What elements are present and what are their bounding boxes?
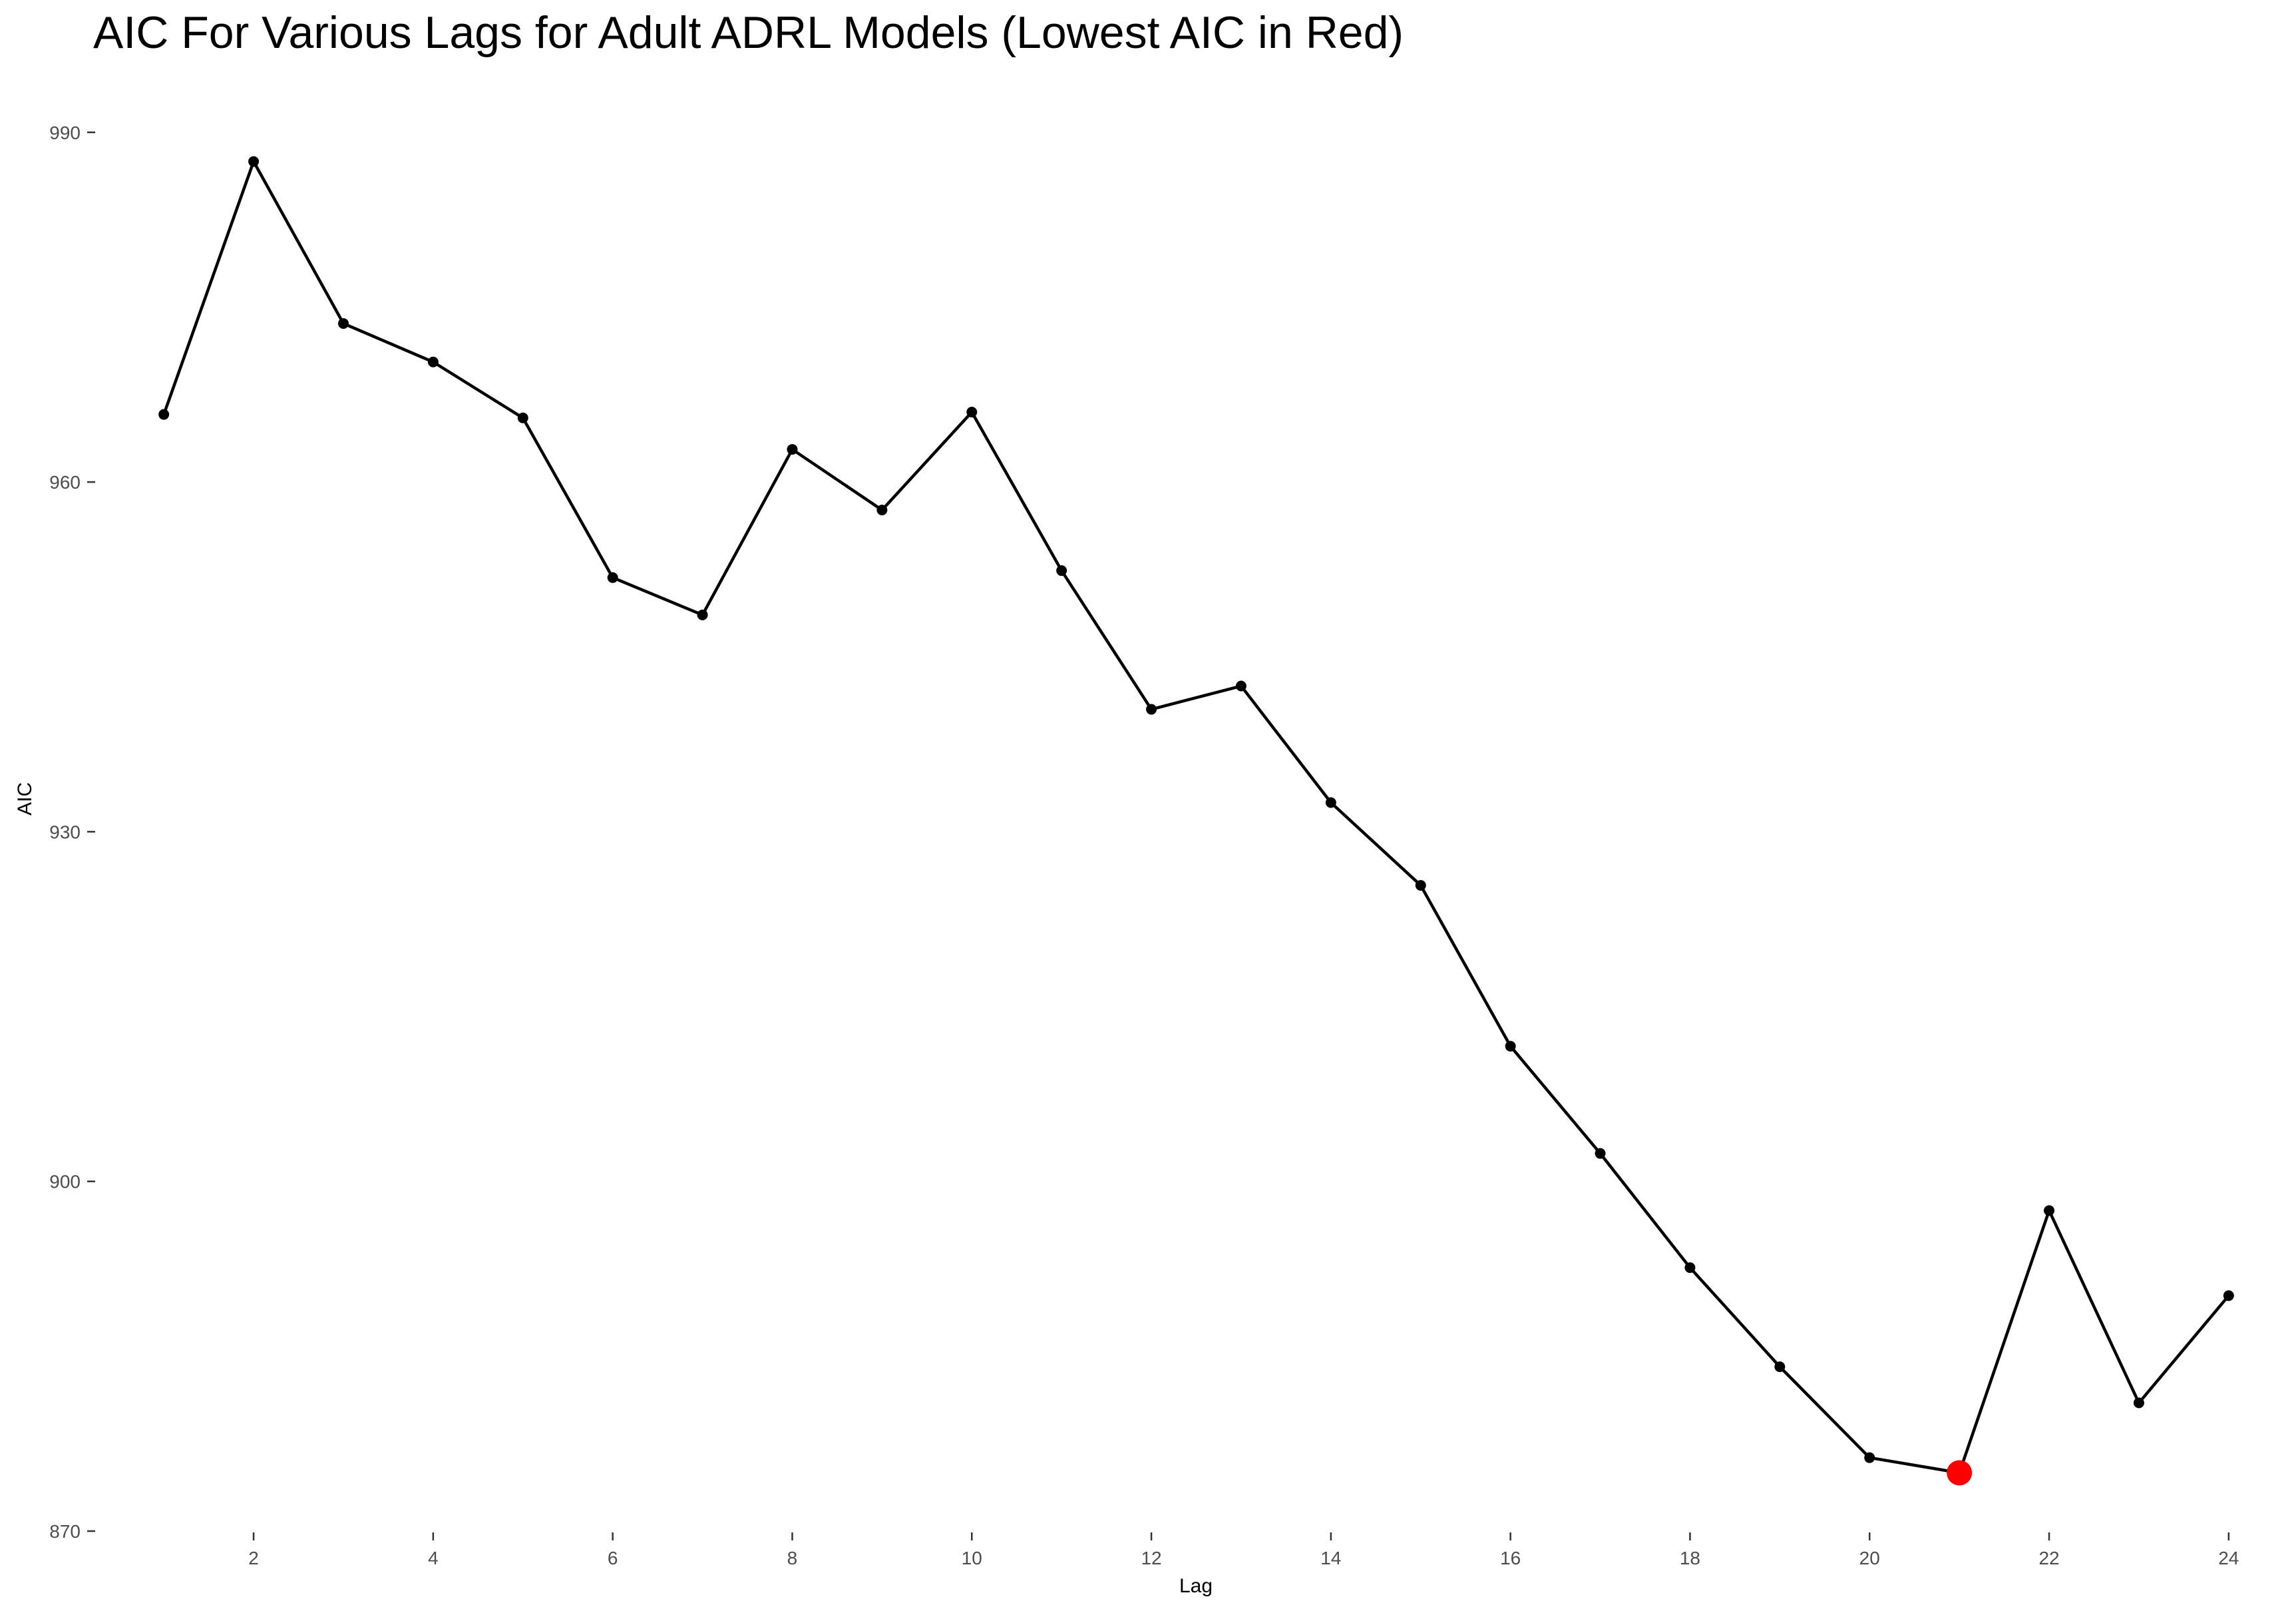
plot-series bbox=[158, 156, 2234, 1486]
data-point bbox=[876, 505, 888, 516]
data-point bbox=[2133, 1397, 2144, 1409]
data-point bbox=[787, 444, 798, 455]
x-tick-label: 10 bbox=[962, 1548, 982, 1568]
data-point bbox=[1864, 1452, 1875, 1463]
x-tick-label: 8 bbox=[787, 1548, 798, 1568]
data-point bbox=[1505, 1040, 1516, 1052]
data-point bbox=[427, 356, 439, 367]
data-point bbox=[2223, 1290, 2234, 1301]
x-axis-title: Lag bbox=[1179, 1575, 1213, 1597]
data-point bbox=[337, 318, 349, 329]
x-tick-label: 18 bbox=[1680, 1548, 1700, 1568]
data-point bbox=[1235, 680, 1246, 692]
data-point bbox=[2044, 1205, 2055, 1216]
x-tick-label: 16 bbox=[1500, 1548, 1521, 1568]
y-axis-title: AIC bbox=[14, 782, 36, 815]
x-axis: 2 4 6 8 10 12 14 16 18 20 22 24 bbox=[248, 1532, 2239, 1568]
x-tick-label: 4 bbox=[428, 1548, 439, 1568]
data-point bbox=[697, 609, 708, 620]
y-tick-label: 960 bbox=[49, 472, 81, 493]
data-point bbox=[1056, 565, 1067, 576]
y-tick-label: 930 bbox=[49, 821, 81, 842]
data-point bbox=[1684, 1262, 1696, 1273]
data-point bbox=[1415, 879, 1426, 891]
data-point bbox=[1146, 704, 1157, 715]
lowest-aic-point bbox=[1947, 1460, 1973, 1486]
y-axis: 870 900 930 960 990 bbox=[49, 122, 95, 1542]
data-point bbox=[1595, 1148, 1606, 1159]
series-line bbox=[162, 160, 2230, 1475]
chart-title: AIC For Various Lags for Adult ADRL Mode… bbox=[93, 7, 1404, 58]
data-point bbox=[966, 407, 978, 418]
x-tick-label: 24 bbox=[2218, 1548, 2239, 1568]
x-tick-label: 6 bbox=[608, 1548, 618, 1568]
data-point bbox=[1774, 1361, 1786, 1373]
x-tick-label: 2 bbox=[248, 1548, 259, 1568]
data-point bbox=[1325, 797, 1336, 808]
data-point bbox=[517, 412, 528, 423]
y-tick-label: 900 bbox=[49, 1172, 81, 1192]
data-point bbox=[158, 409, 170, 420]
data-point bbox=[248, 156, 260, 167]
x-tick-label: 12 bbox=[1141, 1548, 1161, 1568]
x-tick-label: 14 bbox=[1320, 1548, 1341, 1568]
x-tick-label: 20 bbox=[1859, 1548, 1880, 1568]
x-tick-label: 22 bbox=[2038, 1548, 2059, 1568]
y-tick-label: 870 bbox=[49, 1521, 81, 1542]
data-point bbox=[607, 572, 618, 583]
y-tick-label: 990 bbox=[49, 122, 81, 143]
